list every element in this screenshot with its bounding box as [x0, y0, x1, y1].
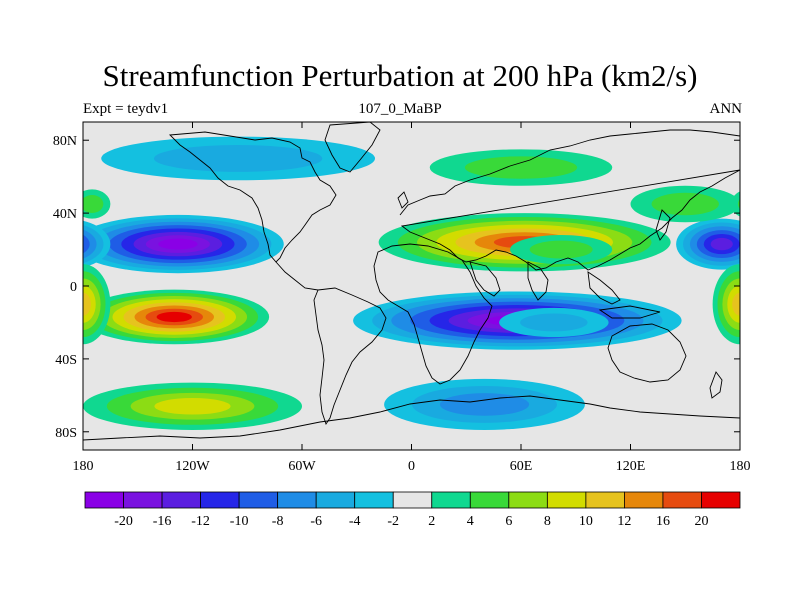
colorbar-swatch — [161, 491, 201, 509]
colorbar-label: -16 — [153, 514, 172, 529]
y-tick-label: 80N — [53, 134, 77, 149]
contour-band — [47, 234, 83, 254]
coastlines — [83, 122, 740, 441]
y-tick-label: 40S — [55, 353, 77, 368]
contour-band — [520, 313, 588, 332]
colorbar-label: -6 — [310, 514, 322, 529]
colorbar-label: 12 — [617, 514, 631, 529]
colorbar-label: 2 — [428, 514, 435, 529]
contour-band — [754, 222, 800, 267]
contour-band — [780, 302, 800, 331]
x-tick-label: 60E — [510, 459, 533, 474]
season-label: ANN — [709, 101, 743, 117]
x-tick-label: 120W — [175, 459, 210, 474]
colorbar-label: -8 — [272, 514, 284, 529]
contour-band — [778, 228, 800, 259]
colorbar-swatch — [662, 491, 702, 509]
contour-band — [737, 198, 740, 210]
time-label: 107_0_MaBP — [358, 101, 442, 117]
contour-band — [769, 299, 800, 335]
contour-band — [736, 309, 740, 325]
contour-band — [158, 238, 198, 250]
y-tick-label: 80S — [55, 426, 77, 441]
contour-band — [766, 225, 800, 263]
contour-band — [730, 191, 740, 217]
contour-band — [529, 240, 593, 259]
experiment-label: Expt = teydv1 — [83, 101, 169, 117]
colorbar: -20 -16 -12 -10 -8 -6 -4 -2 2 4 6 8 10 12 16 20 — [84, 491, 741, 529]
colorbar-swatch — [701, 491, 741, 509]
colorbar-label: 20 — [694, 514, 708, 529]
contour-band — [83, 195, 104, 213]
colorbar-label: 8 — [544, 514, 551, 529]
colorbar-label: -10 — [230, 514, 249, 529]
colorbar-label: 16 — [656, 514, 670, 529]
plot-title: Streamfunction Perturbation at 200 hPa (… — [102, 58, 698, 93]
contour-band — [791, 232, 800, 256]
colorbar-label: 10 — [579, 514, 593, 529]
map-area — [47, 121, 800, 451]
colorbar-swatch — [508, 491, 548, 509]
x-tick-label: 60W — [288, 459, 316, 474]
x-tick-label: 120E — [616, 459, 646, 474]
colorbar-swatch — [546, 491, 587, 509]
colorbar-swatch — [200, 491, 240, 509]
contour-band — [741, 218, 800, 270]
colorbar-label: 6 — [505, 514, 512, 529]
y-tick-label: 0 — [70, 280, 77, 295]
colorbar-swatch — [238, 491, 279, 509]
x-tick-label: 180 — [73, 459, 94, 474]
contour-band — [758, 296, 800, 338]
x-tick-label: 180 — [730, 459, 751, 474]
colorbar-swatch — [354, 491, 394, 509]
contour-band — [792, 306, 800, 329]
contour-band — [747, 293, 800, 341]
contour-band — [154, 398, 231, 415]
colorbar-label: -12 — [191, 514, 210, 529]
contour-band — [464, 156, 578, 179]
contour-band — [153, 144, 323, 172]
colorbar-swatch — [84, 491, 124, 509]
colorbar-swatch — [469, 491, 510, 509]
contour-band — [732, 292, 740, 316]
axis-ticks: 180 120W 60W 0 60E 120E 180 80N 40N 0 40S 80S — [53, 122, 751, 474]
colorbar-label: -2 — [387, 514, 399, 529]
streamfunction-field — [47, 136, 800, 430]
contour-band — [651, 192, 719, 216]
colorbar-label: -20 — [114, 514, 133, 529]
colorbar-swatch — [392, 491, 433, 509]
colorbar-swatch — [431, 491, 471, 509]
contour-band — [83, 229, 97, 259]
colorbar-swatch — [624, 491, 664, 509]
contour-band — [83, 234, 90, 254]
colorbar-swatch — [277, 491, 317, 509]
y-tick-label: 40N — [53, 207, 77, 222]
contour-band — [54, 238, 76, 250]
contour-band — [83, 292, 91, 316]
colorbar-swatch — [585, 491, 625, 509]
colorbar-label: 4 — [467, 514, 474, 529]
contour-band — [156, 311, 192, 323]
colorbar-swatch — [123, 491, 163, 509]
colorbar-label: -4 — [349, 514, 361, 529]
x-tick-label: 0 — [408, 459, 415, 474]
contour-band — [710, 237, 733, 251]
contour-band — [439, 393, 530, 416]
colorbar-swatch — [315, 491, 356, 509]
